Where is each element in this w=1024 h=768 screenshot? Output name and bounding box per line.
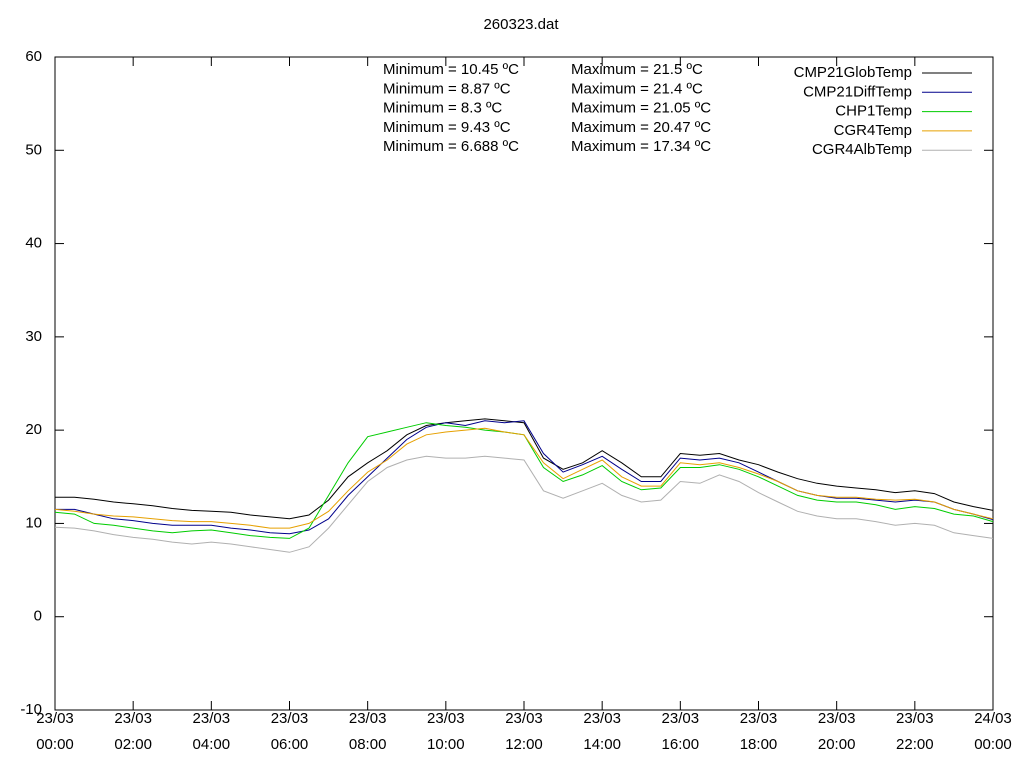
y-tick-label: 50: [25, 141, 42, 158]
legend-label: CGR4AlbTemp: [812, 141, 912, 158]
legend-label: CHP1Temp: [835, 103, 912, 120]
annotation: Minimum = 8.3 ºC: [383, 100, 502, 117]
y-tick-label: 20: [25, 421, 42, 438]
annotation: Minimum = 8.87 ºC: [383, 80, 511, 97]
annotation: Maximum = 21.05 ºC: [571, 100, 711, 117]
y-tick-label: 30: [25, 328, 42, 345]
series-line: [55, 418, 994, 520]
x-tick-label: 23/03 06:00: [270, 710, 309, 753]
series-line: [55, 420, 994, 535]
y-tick-label: -10: [20, 701, 42, 718]
x-tick-label: 23/03 14:00: [583, 710, 621, 753]
chart-title: 260323.dat: [483, 16, 559, 33]
annotation: Minimum = 10.45 ºC: [383, 61, 519, 78]
series-line: [54, 427, 994, 529]
y-tick-label: 10: [25, 514, 42, 531]
y-tick-label: 0: [34, 608, 42, 625]
legend-label: CMP21GlobTemp: [794, 64, 912, 81]
annotation: Maximum = 21.4 ºC: [571, 80, 703, 97]
series-line: [54, 422, 994, 539]
legend-label: CMP21DiffTemp: [803, 83, 912, 100]
x-tick-label: 24/03 00:00: [974, 710, 1012, 753]
x-tick-label: 23/03 08:00: [348, 710, 387, 753]
x-tick-label: 23/03 22:00: [896, 710, 934, 753]
legend-label: CGR4Temp: [834, 122, 912, 139]
x-tick-label: 23/03 16:00: [661, 710, 700, 753]
x-tick-label: 23/03 10:00: [427, 710, 465, 753]
x-tick-label: 23/03 00:00: [36, 710, 74, 753]
annotation: Minimum = 6.688 ºC: [383, 138, 519, 155]
annotation: Maximum = 21.5 ºC: [571, 61, 703, 78]
annotation: Maximum = 17.34 ºC: [571, 138, 711, 155]
x-tick-label: 23/03 18:00: [739, 710, 778, 753]
x-tick-label: 23/03 20:00: [817, 710, 856, 753]
x-tick-label: 23/03 02:00: [114, 710, 152, 753]
x-tick-label: 23/03 04:00: [192, 710, 231, 753]
x-tick-label: 23/03 12:00: [505, 710, 543, 753]
annotation: Minimum = 9.43 ºC: [383, 119, 511, 136]
series-line: [54, 455, 994, 553]
y-tick-label: 40: [25, 235, 42, 252]
annotation: Maximum = 20.47 ºC: [571, 119, 711, 136]
y-tick-label: 60: [25, 48, 42, 65]
